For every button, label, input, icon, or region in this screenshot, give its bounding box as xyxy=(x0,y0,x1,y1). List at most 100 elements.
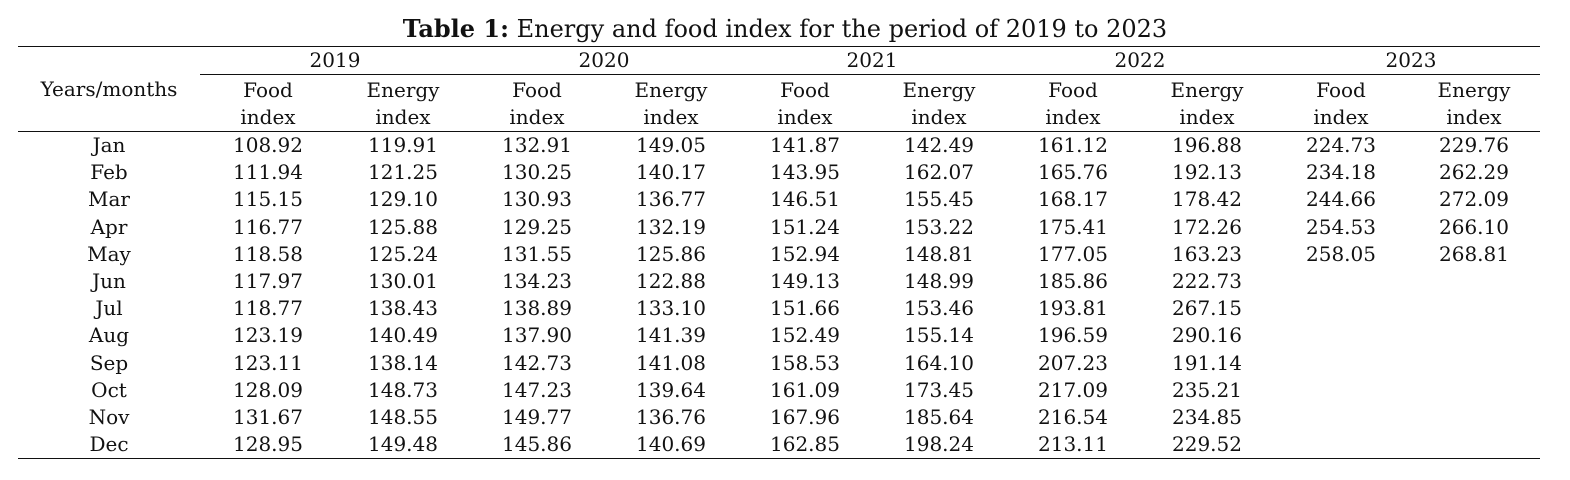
header-food-index-2020: Food index xyxy=(470,74,604,132)
header-food-index-2022: Food index xyxy=(1006,74,1140,132)
energy-index-cell-2019: 138.14 xyxy=(368,350,438,375)
energy-index-cell-2022: 229.52 xyxy=(1140,431,1274,460)
header-energy-word: Energy xyxy=(902,78,976,102)
energy-index-cell-2023: 229.76 xyxy=(1439,133,1509,157)
food-index-cell-2019: 123.11 xyxy=(233,350,303,375)
header-index-word: index xyxy=(375,105,431,129)
food-index-cell-2020: 131.55 xyxy=(502,241,572,266)
header-index-word: index xyxy=(240,105,296,129)
header-energy-word: Energy xyxy=(1437,78,1511,102)
food-index-cell-2020: 145.86 xyxy=(470,431,604,460)
energy-index-cell-2023: 266.10 xyxy=(1439,214,1509,239)
food-index-cell-2020: 130.93 xyxy=(502,187,572,212)
energy-index-cell-2020: 140.17 xyxy=(636,160,706,185)
energy-index-cell-2020: 141.08 xyxy=(636,350,706,375)
energy-index-cell-2020: 149.05 xyxy=(636,133,706,157)
food-index-cell-2023: 254.53 xyxy=(1306,214,1376,239)
header-index-word: index xyxy=(1179,105,1235,129)
energy-index-cell-2023 xyxy=(1408,350,1540,377)
energy-index-cell-2022: 178.42 xyxy=(1172,187,1242,212)
table-caption: Table 1: Energy and food index for the p… xyxy=(0,14,1570,44)
energy-index-cell-2023 xyxy=(1408,322,1540,349)
energy-index-cell-2021: 164.10 xyxy=(904,350,974,375)
food-index-cell-2023: 224.73 xyxy=(1306,133,1376,157)
food-index-cell-2020: 138.89 xyxy=(502,296,572,321)
energy-index-cell-2023 xyxy=(1408,268,1540,295)
food-index-cell-2019: 108.92 xyxy=(233,133,303,157)
energy-index-cell-2020: 136.77 xyxy=(636,187,706,212)
table-row: Nov 131.67 148.55 149.77 136.76 167.96 185.64 2… xyxy=(18,404,1540,431)
header-energy-index-2020: Energy index xyxy=(604,74,738,132)
energy-index-cell-2019: 149.48 xyxy=(336,431,470,460)
energy-index-cell-2021: 142.49 xyxy=(904,133,974,157)
table-row: Mar 115.15 129.10 130.93 136.77 146.51 155.45 1… xyxy=(18,186,1540,213)
month-cell: Dec xyxy=(18,431,200,460)
energy-index-cell-2020: 136.76 xyxy=(636,404,706,429)
food-index-cell-2019: 128.95 xyxy=(200,431,336,460)
header-index-word: index xyxy=(1446,105,1502,129)
energy-index-cell-2021: 173.45 xyxy=(904,377,974,402)
food-index-cell-2023: 258.05 xyxy=(1306,241,1376,266)
header-food-index-2023: Food index xyxy=(1274,74,1408,132)
table-row: Aug 123.19 140.49 137.90 141.39 152.49 155.14 1… xyxy=(18,322,1540,349)
food-index-cell-2021: 152.94 xyxy=(770,241,840,266)
energy-index-cell-2020: 125.86 xyxy=(636,241,706,266)
food-index-cell-2023 xyxy=(1274,322,1408,349)
energy-index-cell-2022: 267.15 xyxy=(1172,296,1242,321)
table-row: Dec 128.95 149.48 145.86 140.69 162.85 198.24 2… xyxy=(18,431,1540,460)
food-index-cell-2022: 196.59 xyxy=(1038,323,1108,348)
food-index-cell-2020: 142.73 xyxy=(502,350,572,375)
energy-index-cell-2022: 191.14 xyxy=(1172,350,1242,375)
table-row: Apr 116.77 125.88 129.25 132.19 151.24 153.22 1… xyxy=(18,214,1540,241)
header-food-index-2021: Food index xyxy=(738,74,872,132)
food-index-cell-2022: 185.86 xyxy=(1038,268,1108,293)
energy-index-cell-2022: 192.13 xyxy=(1172,160,1242,185)
food-index-cell-2021: 167.96 xyxy=(770,404,840,429)
header-index-word: index xyxy=(1045,105,1101,129)
food-index-cell-2019: 115.15 xyxy=(233,187,303,212)
energy-index-cell-2023 xyxy=(1408,377,1540,404)
header-food-word: Food xyxy=(780,78,830,102)
energy-index-cell-2021: 153.22 xyxy=(904,214,974,239)
food-index-cell-2019: 117.97 xyxy=(233,268,303,293)
food-index-cell-2023: 234.18 xyxy=(1306,160,1376,185)
energy-index-cell-2019: 138.43 xyxy=(368,296,438,321)
month-cell: Nov xyxy=(88,404,130,429)
food-index-cell-2019: 116.77 xyxy=(233,214,303,239)
energy-index-cell-2022: 222.73 xyxy=(1172,268,1242,293)
food-index-cell-2021: 151.24 xyxy=(770,214,840,239)
energy-index-cell-2023 xyxy=(1408,295,1540,322)
food-index-cell-2019: 118.77 xyxy=(233,296,303,321)
header-energy-index-2022: Energy index xyxy=(1140,74,1274,132)
month-cell: Jun xyxy=(92,268,126,293)
energy-index-cell-2021: 153.46 xyxy=(904,296,974,321)
energy-index-cell-2021: 185.64 xyxy=(904,404,974,429)
header-index-word: index xyxy=(643,105,699,129)
energy-index-cell-2021: 155.14 xyxy=(904,323,974,348)
header-year-2020: 2020 xyxy=(470,46,738,75)
food-index-cell-2020: 134.23 xyxy=(502,268,572,293)
energy-index-cell-2020: 132.19 xyxy=(636,214,706,239)
energy-index-cell-2020: 139.64 xyxy=(636,377,706,402)
energy-index-cell-2023: 268.81 xyxy=(1439,241,1509,266)
energy-index-cell-2021: 162.07 xyxy=(904,160,974,185)
header-energy-index-2019: Energy index xyxy=(336,74,470,132)
header-year-2019: 2019 xyxy=(200,46,470,75)
food-index-cell-2022: 217.09 xyxy=(1038,377,1108,402)
food-index-cell-2019: 118.58 xyxy=(233,241,303,266)
table-body: Jan 108.92 119.91 132.91 149.05 141.87 142.49 1… xyxy=(18,132,1540,460)
header-year-2022: 2022 xyxy=(1006,46,1274,75)
sub-header-row: Food index Energy index Food index Energy index… xyxy=(18,74,1540,132)
header-energy-index-2021: Energy index xyxy=(872,74,1006,132)
energy-index-cell-2023 xyxy=(1408,404,1540,431)
energy-index-cell-2019: 129.10 xyxy=(368,187,438,212)
month-cell: Jul xyxy=(95,296,123,321)
header-index-word: index xyxy=(1313,105,1369,129)
table-row: Feb 111.94 121.25 130.25 140.17 143.95 162.07 1… xyxy=(18,159,1540,186)
table-row: May 118.58 125.24 131.55 125.86 152.94 148.81 1… xyxy=(18,241,1540,268)
month-cell: Oct xyxy=(91,377,127,402)
header-food-word: Food xyxy=(243,78,293,102)
header-index-word: index xyxy=(911,105,967,129)
energy-index-cell-2019: 119.91 xyxy=(368,133,438,157)
food-index-cell-2020: 137.90 xyxy=(502,323,572,348)
